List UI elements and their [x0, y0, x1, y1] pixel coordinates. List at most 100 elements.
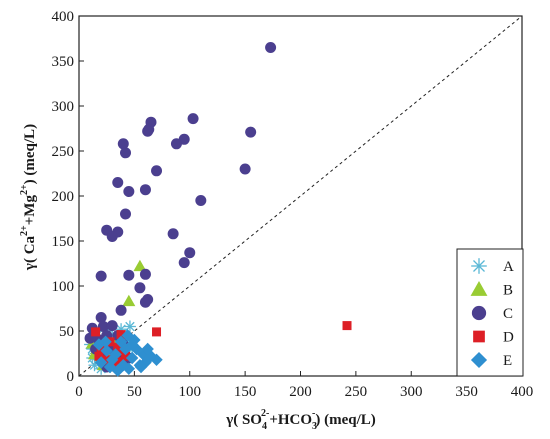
legend-label-B: B [503, 283, 513, 299]
data-point-C [184, 247, 196, 259]
data-point-C [106, 231, 118, 242]
x-tick-label: 0 [75, 384, 83, 400]
data-point-C [187, 113, 199, 125]
y-title-sup1: 2+ [19, 225, 30, 236]
data-point-C [265, 42, 277, 53]
data-point-C [95, 270, 107, 282]
legend-label-D: D [503, 330, 514, 346]
data-point-C [120, 147, 132, 159]
x-tick-label: 200 [289, 384, 312, 400]
data-point-E [99, 335, 112, 348]
data-point-D [342, 321, 352, 331]
data-point-C [239, 163, 251, 175]
y-tick-label: 100 [52, 279, 75, 295]
data-point-E [141, 342, 154, 356]
y-axis-title: γ( Ca2++Mg2+) (meq/L) [19, 124, 38, 271]
legend-item-D: D [473, 330, 514, 346]
x-tick-label: 250 [345, 384, 368, 400]
data-point-A [88, 359, 101, 372]
data-point-C [245, 126, 257, 138]
x-axis-ticks: 0 50 100 150 200 250 300 350 400 [75, 371, 533, 400]
data-point-E [134, 360, 148, 374]
data-point-E [94, 356, 108, 369]
legend-marker-B [470, 281, 488, 296]
legend-label-A: A [503, 259, 514, 275]
series-layer [84, 42, 352, 377]
y-tick-label: 0 [67, 369, 75, 385]
data-point-E [114, 335, 128, 348]
series-C [84, 42, 277, 373]
data-point-B [122, 294, 136, 307]
x-title-prefix: γ( SO [225, 412, 262, 428]
legend-item-B: B [470, 281, 513, 299]
data-point-C [151, 165, 163, 177]
x-tick-label: 350 [455, 384, 478, 400]
x-tick-label: 300 [400, 384, 423, 400]
one-to-one-line [78, 15, 523, 377]
data-point-C [112, 177, 124, 188]
data-point-D [96, 344, 106, 354]
legend-marker-D [473, 330, 485, 343]
x-title-suffix: ) (meq/L) [315, 412, 375, 428]
data-point-D [114, 357, 124, 367]
x-tick-label: 100 [179, 384, 202, 400]
y-tick-label: 200 [52, 189, 75, 205]
y-tick-label: 300 [52, 99, 75, 115]
data-point-D [152, 327, 162, 337]
data-point-C [106, 320, 118, 332]
data-point-C [178, 257, 190, 269]
y-tick-label: 400 [52, 9, 75, 25]
data-point-C [142, 125, 154, 137]
data-point-D [121, 351, 131, 361]
x-tick-label: 50 [127, 384, 142, 400]
y-title-mid: +Mg [22, 195, 38, 226]
legend-box [456, 248, 524, 377]
y-tick-label: 250 [52, 144, 75, 160]
reference-line [78, 15, 523, 377]
y-tick-label: 150 [52, 234, 75, 250]
x-axis-title: γ( SO4 2-+HCO3 -) (meq/L) [225, 408, 376, 432]
x-title-mid: +HCO [269, 412, 312, 428]
data-point-E [130, 342, 143, 356]
data-point-E [121, 329, 134, 342]
y-title-sup2: 2+ [19, 184, 30, 195]
x-title-sub1: 4 [262, 421, 267, 432]
legend-label-C: C [503, 306, 513, 322]
data-point-C [170, 138, 182, 150]
data-point-E [92, 338, 106, 351]
x-title-sup1: 2- [261, 408, 269, 419]
y-title-suffix: ) (meq/L) [22, 124, 38, 184]
data-point-C [139, 184, 151, 196]
legend-label-E: E [503, 353, 512, 369]
y-title-prefix: γ( Ca [22, 235, 38, 271]
legend-marker-A [471, 258, 487, 274]
y-axis-ticks: 0 50 100 150 200 250 300 350 400 [52, 9, 84, 385]
y-tick-label: 350 [52, 54, 75, 70]
data-point-C [120, 208, 132, 220]
data-point-C [139, 268, 151, 280]
legend-item-E: E [470, 351, 512, 369]
data-point-C [123, 186, 135, 197]
x-tick-label: 400 [511, 384, 534, 400]
legend-marker-C [471, 305, 487, 321]
data-point-D [91, 327, 101, 337]
y-tick-label: 50 [59, 324, 74, 340]
data-point-C [195, 195, 207, 206]
data-point-E [103, 360, 117, 374]
data-point-C [117, 138, 129, 150]
data-point-E [128, 333, 141, 347]
data-point-A [123, 320, 136, 333]
data-point-B [133, 259, 147, 272]
legend-marker-E [470, 351, 488, 369]
data-point-D [116, 330, 126, 340]
data-point-C [139, 296, 151, 308]
x-title-sub2: 3 [312, 421, 317, 432]
data-point-C [134, 282, 146, 294]
data-point-C [167, 228, 179, 240]
data-point-E [100, 344, 113, 357]
data-point-C [115, 304, 127, 316]
data-point-C [123, 269, 135, 281]
series-E [92, 329, 163, 377]
